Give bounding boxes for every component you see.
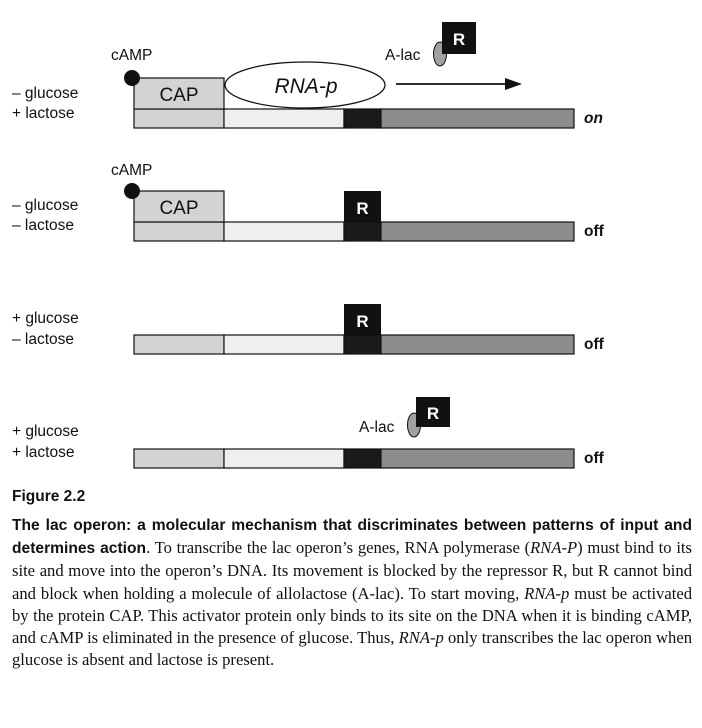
caption-part-2: ) must bind to its site and move into th… xyxy=(12,538,693,603)
alac-label: A-lac xyxy=(385,47,421,64)
caption-heading: The lac operon: a molecular mechanism th… xyxy=(12,517,692,558)
caption-part-1: . To transcribe the lac operon’s genes, … xyxy=(146,538,531,558)
camp-label: cAMP xyxy=(111,47,152,64)
caption-italic-rnap-1: RNA-P xyxy=(530,538,578,558)
glucose-label: + glucose xyxy=(12,310,79,327)
cap-binding-site xyxy=(133,334,225,355)
operon-genes xyxy=(380,221,575,242)
state-label: on xyxy=(584,110,603,127)
rna-polymerase xyxy=(224,61,386,109)
cap-binding-site xyxy=(133,448,225,469)
glucose-label: + glucose xyxy=(12,423,79,440)
rna-polymerase-label: RNA-p xyxy=(274,75,337,98)
cap-label: CAP xyxy=(159,85,198,106)
repressor xyxy=(344,304,381,335)
operon-genes xyxy=(380,334,575,355)
promoter-site xyxy=(223,448,345,469)
figure-caption: Figure 2.2 The lac operon: a molecular m… xyxy=(12,488,692,671)
promoter-site xyxy=(223,334,345,355)
figure-label: Figure 2.2 xyxy=(12,488,86,505)
cap-label: CAP xyxy=(159,198,198,219)
panel-3: + glucose – lactose R off xyxy=(12,304,605,355)
camp-molecule xyxy=(124,183,140,199)
caption-italic-rnap-2: RNA-p xyxy=(524,583,570,603)
state-label: off xyxy=(584,223,605,240)
operon-genes xyxy=(380,448,575,469)
alac-label: A-lac xyxy=(359,419,395,436)
operon-genes xyxy=(380,108,575,129)
operator-site xyxy=(343,334,382,355)
repressor-label: R xyxy=(427,404,439,423)
panel-1: – glucose + lactose CAP cAMP RNA-p A-lac… xyxy=(12,22,603,129)
repressor xyxy=(442,22,476,54)
cap-protein xyxy=(133,77,225,110)
panel-4: + glucose + lactose A-lac R off xyxy=(12,397,605,469)
glucose-label: – glucose xyxy=(12,85,78,102)
panel-2: – glucose – lactose CAP cAMP R off xyxy=(12,162,605,242)
state-label: off xyxy=(584,450,605,467)
promoter-site xyxy=(223,108,345,129)
lactose-label: + lactose xyxy=(12,444,74,461)
operator-site xyxy=(343,108,382,129)
lactose-label: – lactose xyxy=(12,217,74,234)
camp-label: cAMP xyxy=(111,162,152,179)
caption-text: The lac operon: a molecular mechanism th… xyxy=(12,514,692,671)
state-label: off xyxy=(584,336,605,353)
operator-site xyxy=(343,448,382,469)
repressor xyxy=(416,397,450,427)
cap-binding-site xyxy=(133,108,225,129)
glucose-label: – glucose xyxy=(12,197,78,214)
lactose-label: – lactose xyxy=(12,331,74,348)
transcription-arrow-head xyxy=(505,78,522,90)
caption-italic-rnap-3: RNA-p xyxy=(398,628,444,648)
caption-part-4: only transcribes the lac operon when glu… xyxy=(12,628,692,670)
cap-protein xyxy=(133,190,225,223)
repressor xyxy=(344,191,381,222)
promoter-site xyxy=(223,221,345,242)
repressor-label: R xyxy=(356,199,368,218)
repressor-label: R xyxy=(453,30,465,49)
cap-binding-site xyxy=(133,221,225,242)
camp-molecule xyxy=(124,70,140,86)
repressor-label: R xyxy=(356,312,368,331)
operator-site xyxy=(343,221,382,242)
caption-part-3: must be activated by the protein CAP. Th… xyxy=(12,583,692,648)
lac-operon-diagram: – glucose + lactose CAP cAMP RNA-p A-lac… xyxy=(12,22,605,469)
lactose-label: + lactose xyxy=(12,105,74,122)
